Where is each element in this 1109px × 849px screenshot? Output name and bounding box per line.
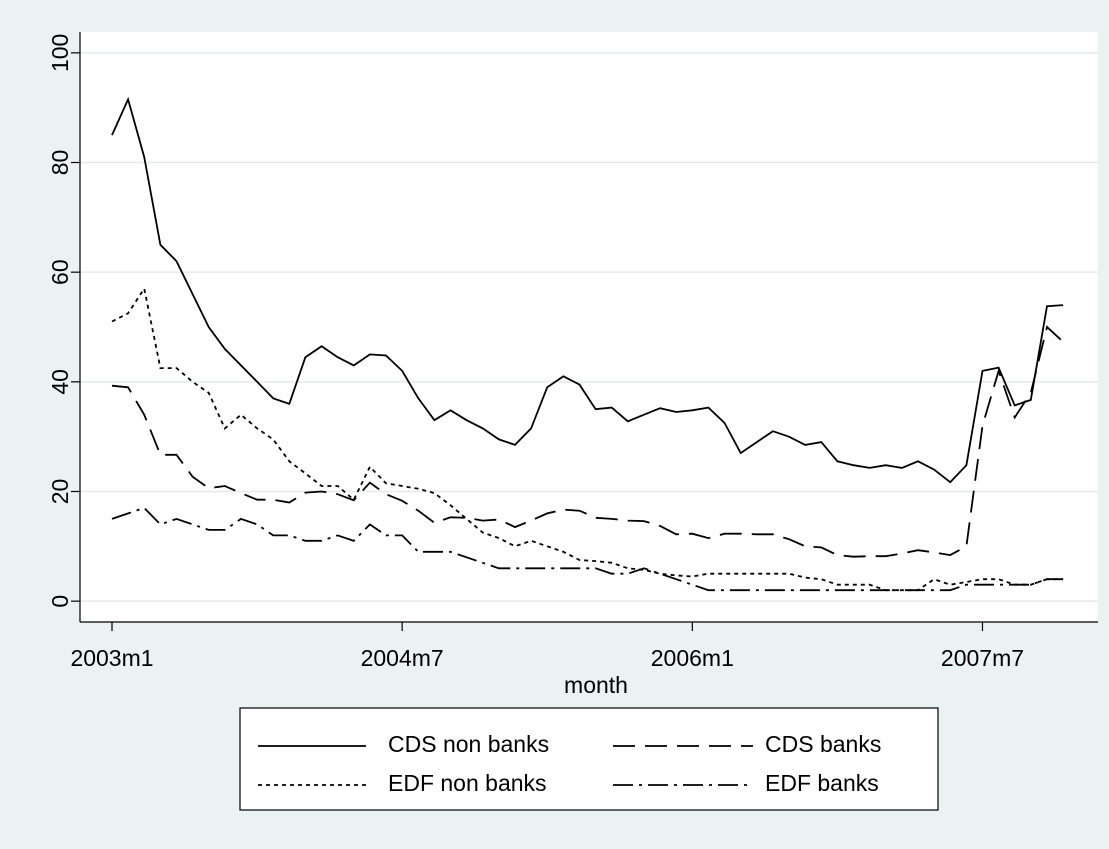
x-axis-label: month <box>564 672 628 698</box>
line-series <box>111 286 1064 592</box>
plot-area <box>80 32 1098 622</box>
y-tick-label: 80 <box>47 150 73 176</box>
legend-label: EDF non banks <box>388 770 547 796</box>
y-tick-label: 0 <box>47 595 73 608</box>
legend-label: CDS non banks <box>388 731 549 757</box>
legend <box>239 707 939 811</box>
x-tick-label: 2004m7 <box>361 645 444 671</box>
y-tick-label: 40 <box>47 369 73 395</box>
y-tick-label: 100 <box>47 34 73 72</box>
x-tick-label: 2003m1 <box>70 645 153 671</box>
y-tick-label: 20 <box>47 479 73 505</box>
y-tick-label: 60 <box>47 259 73 285</box>
legend-label: EDF banks <box>765 770 879 796</box>
line-series <box>111 506 1064 592</box>
line-series <box>111 96 1064 484</box>
legend-label: CDS banks <box>765 731 881 757</box>
x-tick-label: 2007m7 <box>941 645 1024 671</box>
x-tick-label: 2006m1 <box>651 645 734 671</box>
